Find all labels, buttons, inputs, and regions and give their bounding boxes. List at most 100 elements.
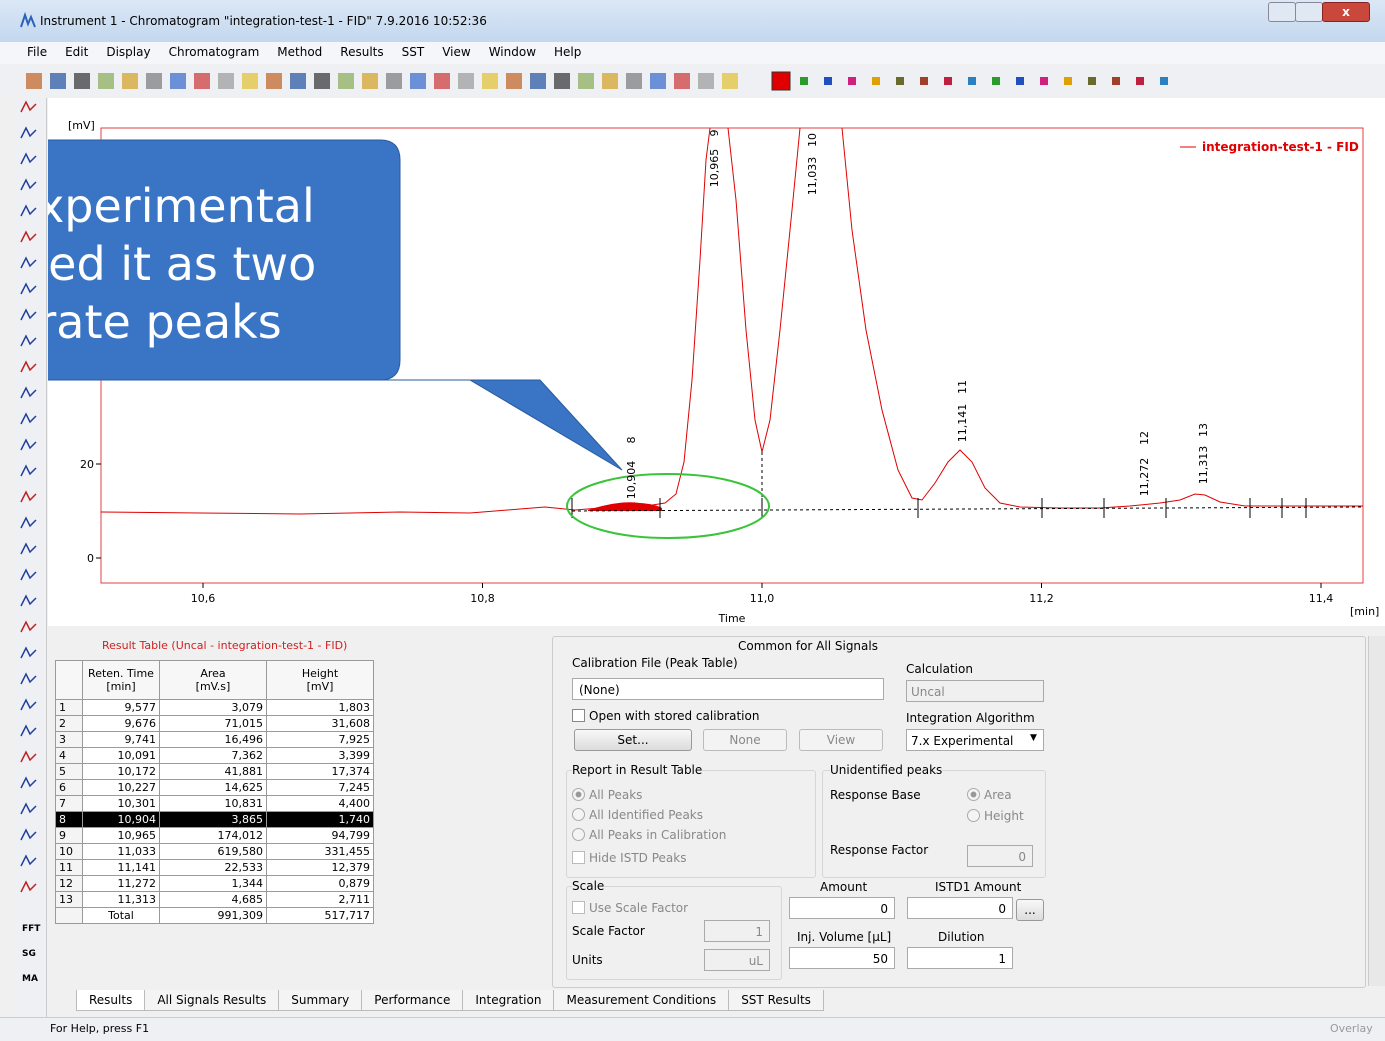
tool-icon[interactable] (122, 73, 138, 89)
menu-item[interactable]: Method (277, 45, 323, 59)
tab[interactable]: Integration (462, 990, 555, 1011)
tab[interactable]: Performance (361, 990, 464, 1011)
tool-icon[interactable] (20, 594, 37, 607)
checkbox[interactable]: Open with stored calibration (572, 709, 759, 723)
calibration-field[interactable]: (None) (572, 678, 884, 700)
button[interactable]: None (703, 729, 787, 751)
button[interactable]: ... (1016, 899, 1044, 921)
tool-icon[interactable] (20, 360, 37, 373)
tool-icon[interactable] (20, 724, 37, 737)
color-button[interactable] (1112, 77, 1120, 85)
tool-icon[interactable] (20, 178, 37, 191)
tool-icon[interactable] (626, 73, 642, 89)
tool-icon[interactable] (20, 204, 37, 217)
tool-icon[interactable] (20, 256, 37, 269)
table-row[interactable]: 4 10,091 7,362 3,399 (55, 747, 374, 764)
tool-icon[interactable] (194, 73, 210, 89)
tab[interactable]: Measurement Conditions (553, 990, 730, 1011)
color-button[interactable] (1160, 77, 1168, 85)
tool-icon[interactable] (650, 73, 666, 89)
radio[interactable]: All Peaks (572, 788, 642, 802)
scale-factor-field[interactable]: 1 (704, 920, 770, 942)
tool-icon[interactable] (20, 490, 37, 503)
color-button[interactable] (1136, 77, 1144, 85)
amount-field[interactable]: 0 (789, 897, 895, 919)
color-button[interactable] (1016, 77, 1024, 85)
table-row[interactable]: 11 11,141 22,533 12,379 (55, 859, 374, 876)
tool-icon[interactable] (50, 73, 66, 89)
tool-icon[interactable] (20, 282, 37, 295)
menu-item[interactable]: SST (401, 45, 425, 59)
tool-icon[interactable] (20, 750, 37, 763)
tool-icon[interactable] (20, 516, 37, 529)
tool-icon[interactable] (674, 73, 690, 89)
tab[interactable]: SST Results (728, 990, 824, 1011)
tool-icon[interactable] (20, 620, 37, 633)
tab[interactable]: Summary (278, 990, 363, 1011)
tool-icon[interactable] (20, 802, 37, 815)
tool-icon[interactable] (20, 386, 37, 399)
tool-icon[interactable] (578, 73, 594, 89)
tool-icon[interactable] (506, 73, 522, 89)
tool-icon[interactable] (242, 73, 258, 89)
maximize[interactable] (1295, 2, 1323, 22)
tool-icon[interactable] (170, 73, 186, 89)
tool-icon[interactable] (20, 568, 37, 581)
table-row[interactable]: 3 9,741 16,496 7,925 (55, 731, 374, 748)
table-row[interactable]: 6 10,227 14,625 7,245 (55, 779, 374, 796)
tool-icon[interactable] (20, 698, 37, 711)
color-button[interactable] (944, 77, 952, 85)
close[interactable]: x (1322, 2, 1370, 22)
color-button[interactable] (800, 77, 808, 85)
table-row[interactable]: 12 11,272 1,344 0,879 (55, 875, 374, 892)
color-button[interactable] (1064, 77, 1072, 85)
menu-item[interactable]: Edit (65, 45, 89, 59)
tool-icon[interactable] (20, 854, 37, 867)
tool-icon[interactable] (314, 73, 330, 89)
color-button[interactable] (848, 77, 856, 85)
tool-icon[interactable] (20, 776, 37, 789)
table-row[interactable]: 13 11,313 4,685 2,711 (55, 891, 374, 908)
color-button[interactable] (896, 77, 904, 85)
tool-icon[interactable] (26, 73, 42, 89)
color-button[interactable] (920, 77, 928, 85)
tool-icon[interactable] (20, 542, 37, 555)
tool-icon[interactable] (554, 73, 570, 89)
tool-icon[interactable] (362, 73, 378, 89)
tool-icon[interactable] (20, 412, 37, 425)
button[interactable]: View (799, 729, 883, 751)
radio[interactable]: All Peaks in Calibration (572, 828, 726, 842)
radio[interactable]: Area (967, 788, 1012, 802)
tool-icon[interactable] (722, 73, 738, 89)
tool-icon[interactable] (530, 73, 546, 89)
tool-icon[interactable] (20, 100, 37, 113)
tool-icon[interactable] (290, 73, 306, 89)
tool-icon[interactable] (98, 73, 114, 89)
color-button[interactable] (1040, 77, 1048, 85)
table-row[interactable]: 2 9,676 71,015 31,608 (55, 715, 374, 732)
tool-icon[interactable] (218, 73, 234, 89)
menu-item[interactable]: File (27, 45, 48, 59)
table-row[interactable]: 1 9,577 3,079 1,803 (55, 699, 374, 716)
calculation-select[interactable]: Uncal (906, 680, 1044, 702)
radio[interactable]: All Identified Peaks (572, 808, 703, 822)
tool-icon[interactable] (20, 126, 37, 139)
tool-icon[interactable] (602, 73, 618, 89)
button[interactable]: Set... (574, 729, 692, 751)
inj-volume-field[interactable]: 50 (789, 947, 895, 969)
tool-icon[interactable] (146, 73, 162, 89)
tool-icon[interactable] (20, 308, 37, 321)
tool-label[interactable]: SG (22, 949, 36, 959)
algorithm-select[interactable]: 7.x Experimental (906, 729, 1044, 751)
tool-label[interactable]: MA (22, 974, 38, 984)
menu-item[interactable]: Results (340, 45, 384, 59)
tool-icon[interactable] (20, 152, 37, 165)
tool-icon[interactable] (20, 672, 37, 685)
menu-item[interactable]: Help (554, 45, 582, 59)
table-row[interactable]: 7 10,301 10,831 4,400 (55, 795, 374, 812)
checkbox[interactable]: Hide ISTD Peaks (572, 851, 686, 865)
color-button[interactable] (1088, 77, 1096, 85)
radio[interactable]: Height (967, 809, 1024, 823)
menu-item[interactable]: Chromatogram (168, 45, 260, 59)
table-row[interactable]: 9 10,965 174,012 94,799 (55, 827, 374, 844)
